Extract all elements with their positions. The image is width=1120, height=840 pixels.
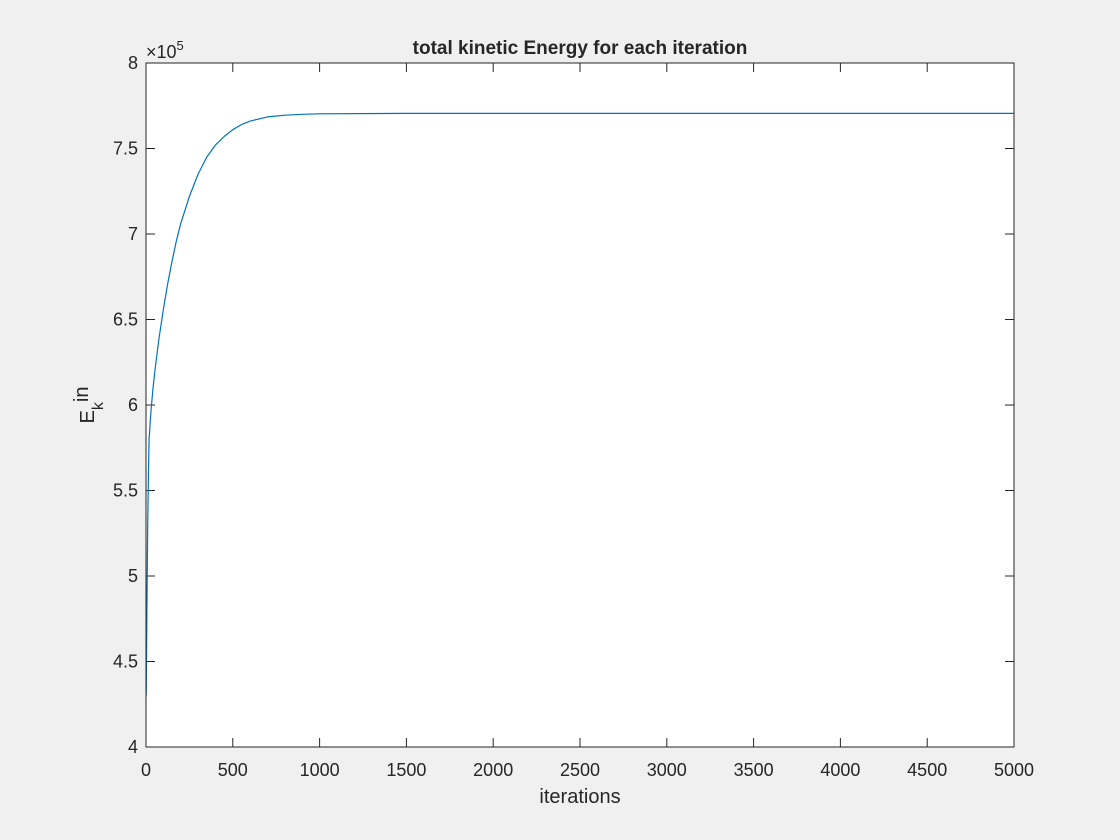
y-axis-label-suffix: in [71, 387, 93, 403]
y-tick-label: 6.5 [113, 310, 138, 330]
x-axis-label: iterations [539, 786, 620, 808]
y-axis-label-base: E [77, 410, 99, 423]
plot-area [146, 63, 1014, 747]
chart-title: total kinetic Energy for each iteration [413, 38, 748, 59]
x-tick-label: 3500 [734, 760, 774, 780]
y-tick-label: 5 [128, 566, 138, 586]
y-axis-label: Ekin [71, 387, 107, 424]
x-tick-label: 2500 [560, 760, 600, 780]
x-tick-label: 2000 [473, 760, 513, 780]
y-tick-label: 4.5 [113, 652, 138, 672]
x-tick-label: 500 [218, 760, 248, 780]
x-tick-label: 4500 [907, 760, 947, 780]
x-tick-label: 3000 [647, 760, 687, 780]
y-exponent-power: 5 [177, 38, 184, 53]
series-line [145, 112, 1014, 696]
x-tick-label: 5000 [994, 760, 1034, 780]
x-tick-label: 0 [141, 760, 151, 780]
y-axis-label-subscript: k [90, 401, 107, 410]
y-tick-label: 6 [128, 395, 138, 415]
y-exponent-base: ×10 [146, 42, 177, 62]
series-layer [145, 112, 1014, 696]
x-tick-label: 1000 [300, 760, 340, 780]
y-tick-label: 5.5 [113, 481, 138, 501]
x-tick-label: 4000 [820, 760, 860, 780]
y-tick-label: 4 [128, 737, 138, 757]
y-exponent-label: ×105 [146, 38, 184, 62]
y-tick-label: 8 [128, 53, 138, 73]
x-tick-label: 1500 [386, 760, 426, 780]
axis-ticks: 0 500 1000 1500 2000 2500 3000 3500 4000 4500 5000… [113, 53, 1034, 780]
axes-box [145, 62, 1015, 748]
y-tick-label: 7 [128, 224, 138, 244]
y-tick-label: 7.5 [113, 139, 138, 159]
